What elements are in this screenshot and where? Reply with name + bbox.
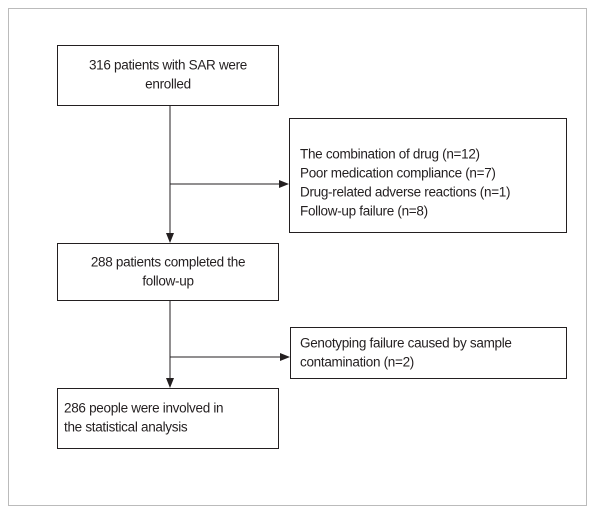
frame	[8, 8, 587, 506]
node-text: the statistical analysis	[64, 420, 188, 435]
node: Genotyping failure caused by sample cont…	[290, 327, 567, 379]
node-text: The combination of drug (n=12)	[300, 147, 480, 162]
node-box	[57, 243, 279, 301]
node-text: Genotyping failure caused by sample	[300, 336, 512, 351]
node-text: 288 patients completed the	[91, 255, 245, 270]
node-box	[57, 45, 279, 106]
node-box	[289, 118, 567, 233]
node: 288 patients completed the follow-up	[57, 243, 279, 301]
node-box	[57, 388, 279, 449]
node-box	[290, 327, 567, 379]
node: The combination of drug (n=12) Poor medi…	[289, 118, 567, 233]
node: 286 people were involved in the statisti…	[57, 388, 279, 449]
node-text: Poor medication compliance (n=7)	[300, 166, 496, 181]
node-text: follow-up	[142, 274, 193, 289]
node-text: Follow-up failure (n=8)	[300, 204, 428, 219]
node-text: 316 patients with SAR were	[89, 58, 247, 73]
node-text: contamination (n=2)	[300, 355, 414, 370]
node: 316 patients with SAR were enrolled	[57, 45, 279, 106]
node-text: enrolled	[145, 77, 191, 92]
node-text: 286 people were involved in	[64, 401, 223, 416]
node-text: Drug-related adverse reactions (n=1)	[300, 185, 510, 200]
connectors	[166, 105, 290, 388]
